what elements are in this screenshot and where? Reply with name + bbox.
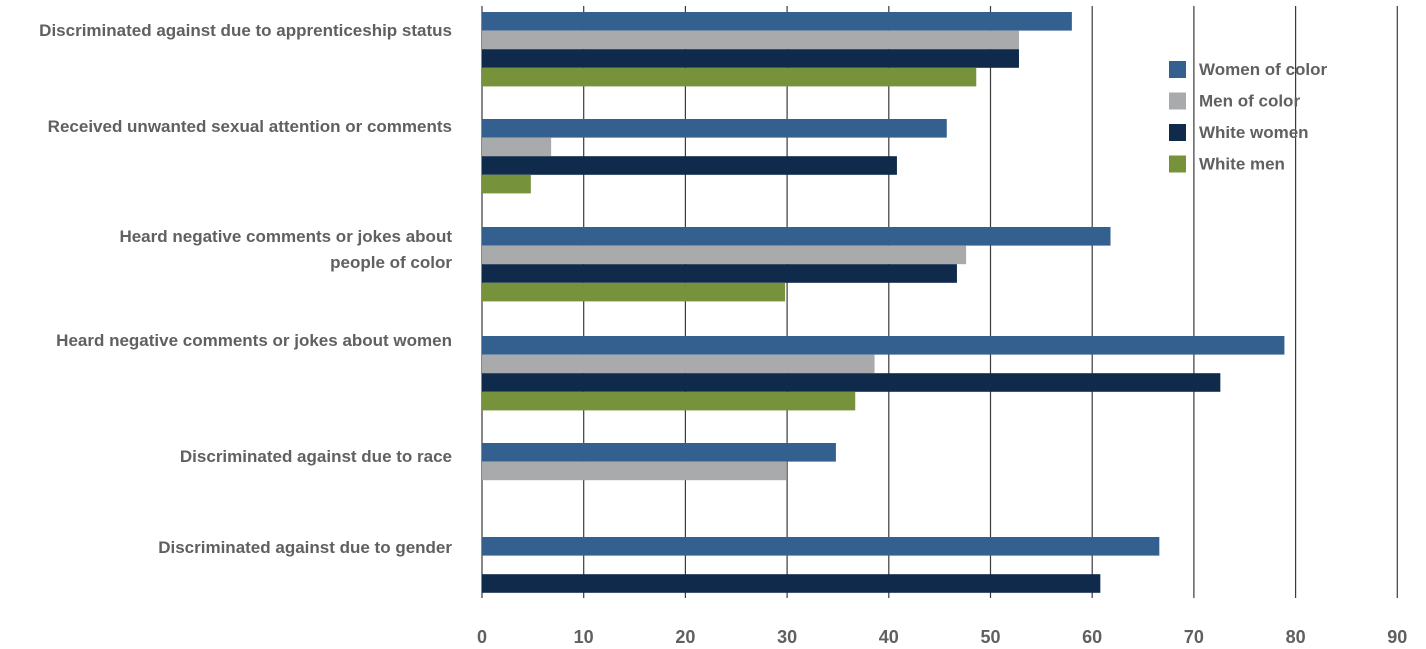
bar bbox=[482, 174, 531, 194]
x-tick-label: 60 bbox=[1082, 627, 1102, 647]
bar bbox=[482, 537, 1160, 556]
legend-label: Men of color bbox=[1199, 92, 1300, 111]
x-tick-label: 30 bbox=[777, 627, 797, 647]
bar bbox=[482, 12, 1072, 31]
x-tick-label: 50 bbox=[980, 627, 1000, 647]
bar bbox=[482, 49, 1019, 68]
x-tick-label: 90 bbox=[1387, 627, 1407, 647]
gridlines bbox=[481, 6, 1398, 598]
bar bbox=[482, 264, 957, 283]
legend: Women of color Men of color White women Whi… bbox=[1169, 60, 1328, 174]
bar bbox=[482, 336, 1285, 355]
x-tick-label: 10 bbox=[574, 627, 594, 647]
x-tick-label: 20 bbox=[675, 627, 695, 647]
bar bbox=[482, 373, 1221, 392]
category-label: Discriminated against due to apprentices… bbox=[39, 21, 452, 40]
category-label: Discriminated against due to gender bbox=[158, 538, 452, 557]
x-tick-label: 40 bbox=[879, 627, 899, 647]
bar bbox=[482, 574, 1101, 593]
legend-swatch bbox=[1169, 92, 1186, 110]
bar bbox=[482, 354, 875, 374]
bar bbox=[482, 137, 552, 157]
bar bbox=[482, 30, 1019, 50]
legend-swatch bbox=[1169, 124, 1186, 141]
category-label: Heard negative comments or jokes about w… bbox=[56, 331, 452, 350]
x-axis-ticks: 0 10 20 30 40 50 60 70 80 90 bbox=[477, 627, 1407, 647]
legend-label: Women of color bbox=[1199, 60, 1328, 79]
bar bbox=[482, 443, 836, 462]
category-label: Discriminated against due to race bbox=[180, 447, 452, 466]
category-label: Received unwanted sexual attention or co… bbox=[48, 117, 452, 136]
bar bbox=[482, 67, 977, 87]
bar bbox=[482, 282, 786, 302]
bar bbox=[482, 391, 856, 411]
bar bbox=[482, 245, 967, 265]
x-tick-label: 0 bbox=[477, 627, 487, 647]
legend-label: White men bbox=[1199, 155, 1285, 174]
x-tick-label: 70 bbox=[1184, 627, 1204, 647]
bar bbox=[482, 227, 1111, 246]
category-label: people of color bbox=[330, 253, 452, 272]
bar bbox=[482, 461, 787, 481]
legend-swatch bbox=[1169, 61, 1186, 78]
bars bbox=[482, 12, 1285, 593]
legend-label: White women bbox=[1199, 123, 1309, 142]
legend-swatch bbox=[1169, 155, 1186, 173]
category-label: Heard negative comments or jokes about bbox=[119, 227, 452, 246]
bar bbox=[482, 156, 897, 175]
category-labels: Discriminated against due to apprentices… bbox=[39, 21, 452, 557]
bar bbox=[482, 119, 947, 138]
x-tick-label: 80 bbox=[1286, 627, 1306, 647]
